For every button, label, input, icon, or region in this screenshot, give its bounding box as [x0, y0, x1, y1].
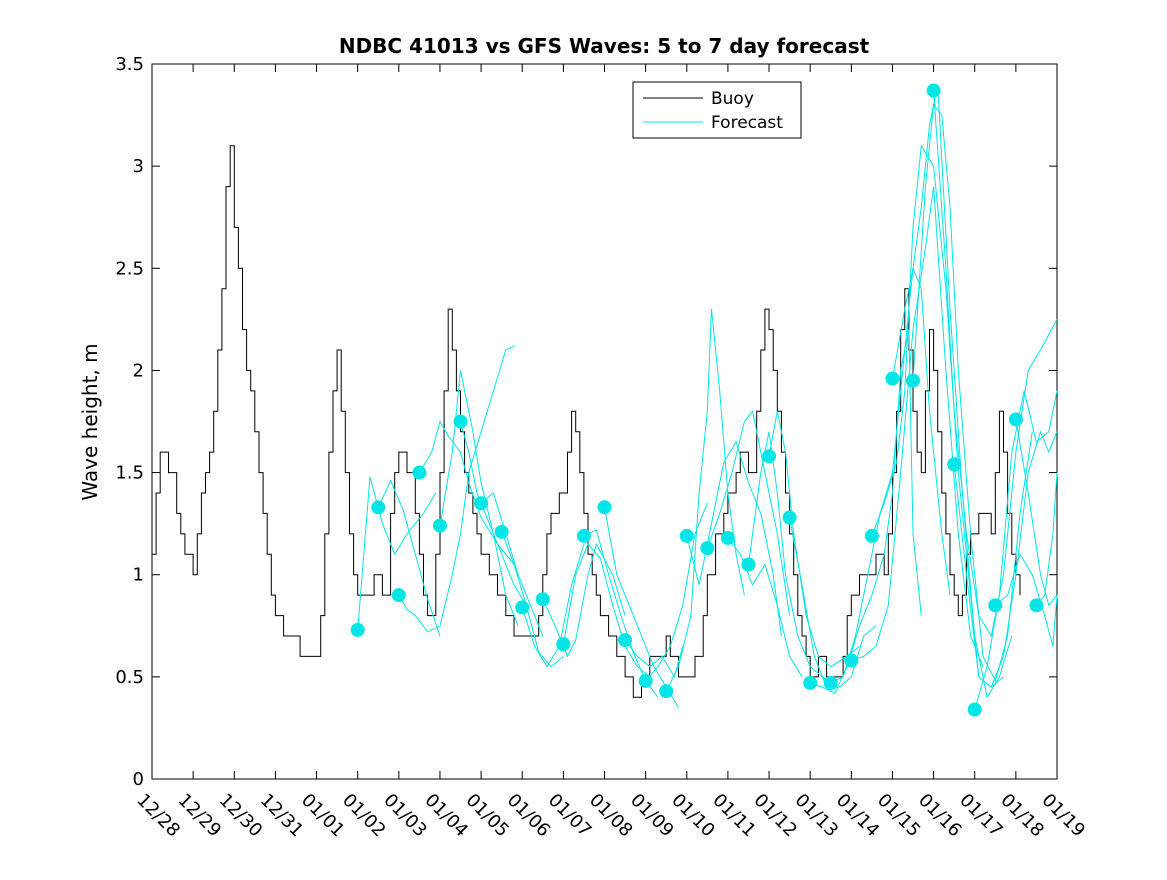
forecast-marker: [844, 653, 859, 668]
forecast-series-line: [953, 430, 1058, 688]
legend-box: [632, 81, 802, 139]
forecast-marker: [700, 541, 715, 556]
forecast-marker: [823, 675, 838, 690]
forecast-series-line: [933, 90, 1058, 638]
forecast-marker: [350, 622, 365, 637]
forecast-series-line: [357, 476, 437, 630]
forecast-series-line: [398, 345, 515, 633]
forecast-marker: [679, 528, 694, 543]
legend: Buoy Forecast: [632, 81, 802, 139]
y-tick-label: 1.5: [115, 463, 144, 484]
forecast-marker: [1008, 412, 1023, 427]
y-tick-label: 0.5: [115, 667, 144, 688]
forecast-marker: [926, 83, 941, 98]
forecast-marker: [864, 528, 879, 543]
x-tick-label: 12/30: [215, 790, 267, 842]
forecast-marker: [371, 500, 386, 515]
plot-frame: [151, 63, 1058, 780]
x-tick-label: 01/12: [750, 790, 802, 842]
y-tick-label: 1: [133, 565, 144, 586]
x-tick-label: 01/15: [873, 790, 925, 842]
forecast-series-line: [418, 420, 515, 565]
x-tick-label: 01/19: [1037, 790, 1089, 842]
x-tick-label: 01/04: [420, 790, 472, 842]
forecast-series-line: [686, 440, 782, 637]
forecast-marker: [474, 496, 489, 511]
forecast-marker: [782, 510, 797, 525]
x-tick-label: 12/31: [256, 790, 308, 842]
forecast-marker: [720, 530, 735, 545]
x-tick-label: 01/13: [791, 790, 843, 842]
forecast-series-line: [727, 537, 803, 678]
forecast-series-line: [460, 421, 527, 606]
x-tick-label: 12/28: [132, 790, 184, 842]
legend-buoy-label: Buoy: [711, 89, 754, 109]
x-tick-label: 01/01: [297, 790, 349, 842]
forecast-marker: [515, 600, 530, 615]
chart-title: NDBC 41013 vs GFS Waves: 5 to 7 day fore…: [339, 34, 870, 58]
forecast-marker: [885, 371, 900, 386]
forecast-marker: [803, 675, 818, 690]
forecast-marker: [597, 500, 612, 515]
x-tick-label: 01/07: [544, 790, 596, 842]
forecast-marker: [1029, 598, 1044, 613]
forecast-marker: [556, 637, 571, 652]
x-tick-label: 01/14: [832, 790, 884, 842]
forecast-marker: [967, 702, 982, 717]
y-axis-label: Wave height, m: [78, 343, 102, 500]
forecast-markers: [350, 83, 1044, 717]
forecast-marker: [638, 673, 653, 688]
legend-forecast-label: Forecast: [711, 113, 783, 133]
forecast-marker: [391, 588, 406, 603]
forecast-series-line: [665, 309, 745, 692]
forecast-marker: [947, 457, 962, 472]
forecast-series-line: [542, 542, 626, 658]
x-tick-label: 01/18: [996, 790, 1048, 842]
x-tick-label: 01/09: [626, 790, 678, 842]
forecast-marker: [988, 598, 1003, 613]
forecast-series-line: [501, 531, 564, 668]
x-tick-label: 01/11: [708, 790, 760, 842]
forecast-marker: [494, 524, 509, 539]
forecast-series-line: [562, 543, 651, 678]
y-tick-label: 2.5: [115, 258, 144, 279]
y-tick-label: 3: [133, 156, 144, 177]
x-tick-label: 01/17: [955, 790, 1007, 842]
forecast-marker: [906, 373, 921, 388]
forecast-series-line: [377, 479, 441, 637]
x-tick-label: 01/08: [585, 790, 637, 842]
x-tick-label: 01/16: [914, 790, 966, 842]
x-tick-label: 01/05: [462, 790, 514, 842]
forecast-marker: [412, 465, 427, 480]
forecast-series-line: [892, 84, 1013, 699]
forecast-marker: [762, 449, 777, 464]
y-tick-label: 2: [133, 360, 144, 381]
x-tick-label: 01/06: [503, 790, 555, 842]
forecast-marker: [453, 414, 468, 429]
forecast-series-line: [521, 543, 585, 668]
forecast-marker: [535, 592, 550, 607]
y-tick-label: 0: [133, 769, 144, 790]
forecast-marker: [432, 518, 447, 533]
x-tick-label: 12/29: [174, 790, 226, 842]
forecast-series-line: [706, 410, 791, 616]
forecast-marker: [576, 528, 591, 543]
x-tick-label: 01/02: [338, 790, 390, 842]
forecast-series-line: [830, 268, 951, 684]
y-tick-label: 3.5: [115, 54, 144, 75]
forecast-series-line: [1015, 419, 1058, 607]
y-axis: 0 0.5 1 1.5 2 2.5 3 3.5: [115, 54, 1057, 790]
forecast-marker: [659, 684, 674, 699]
forecast-marker: [618, 633, 633, 648]
x-tick-label: 01/03: [379, 790, 431, 842]
forecast-marker: [741, 557, 756, 572]
forecast-series-line: [480, 492, 544, 637]
forecast-series-line: [768, 411, 860, 668]
x-tick-label: 01/10: [667, 790, 719, 842]
forecast-series-line: [994, 553, 1058, 647]
